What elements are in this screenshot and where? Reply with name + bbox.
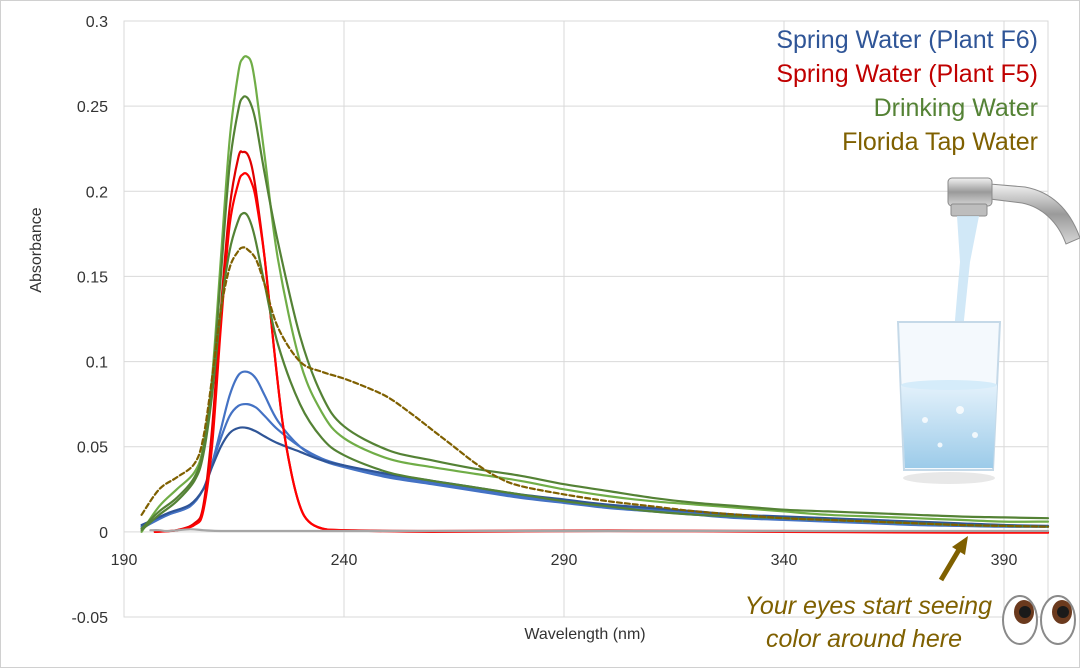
legend: Spring Water (Plant F6) Spring Water (Pl… [776, 26, 1038, 156]
series-line-spring-water-plant-f6-3 [140, 426, 1050, 527]
annotation-text-line-1: Your eyes start seeing [745, 592, 992, 620]
legend-entry-drinking-water: Drinking Water [874, 94, 1038, 122]
x-tick-label: 190 [111, 552, 138, 569]
y-tick-label: 0.2 [86, 184, 108, 201]
y-tick-label: -0.05 [72, 610, 109, 627]
annotation-arrow [938, 546, 963, 582]
x-tick-label: 340 [771, 552, 798, 569]
y-tick-label: 0.05 [77, 440, 108, 457]
series-line-drinking-water-2 [140, 95, 1050, 530]
annotation-arrowhead [952, 536, 968, 555]
x-tick-label: 290 [551, 552, 578, 569]
y-tick-label: 0.25 [77, 99, 108, 116]
y-axis: 0.3 0.25 0.2 0.15 0.1 0.05 0 -0.05 [72, 14, 109, 627]
series-line-spring-water-plant-f6-1 [140, 370, 1050, 530]
x-tick-label: 390 [991, 552, 1018, 569]
legend-entry-florida-tap-water: Florida Tap Water [842, 128, 1038, 156]
y-tick-label: 0 [99, 525, 108, 542]
legend-entry-spring-water-f6: Spring Water (Plant F6) [776, 26, 1038, 54]
x-tick-label: 240 [331, 552, 358, 569]
plot-series [140, 55, 1050, 534]
y-tick-label: 0.1 [86, 355, 108, 372]
y-axis-title: Absorbance [28, 207, 45, 292]
x-axis: 190 240 290 340 390 [111, 552, 1018, 569]
annotation: Your eyes start seeing color around here [745, 536, 992, 653]
y-tick-label: 0.3 [86, 14, 108, 31]
legend-entry-spring-water-f5: Spring Water (Plant F5) [776, 60, 1038, 88]
y-tick-label: 0.15 [77, 269, 108, 286]
eyes-emoji [1002, 595, 1076, 645]
water-faucet-glass-illustration [896, 177, 1080, 484]
annotation-text-line-2: color around here [766, 625, 962, 653]
series-line-blank [149, 528, 1050, 533]
x-axis-title: Wavelength (nm) [524, 626, 645, 643]
series-line-florida-tap-water [140, 246, 1050, 528]
